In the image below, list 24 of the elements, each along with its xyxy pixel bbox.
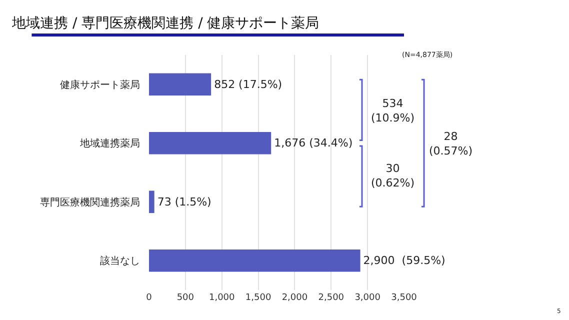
bar [149,249,360,272]
y-tick-label: 専門医療機関連携薬局 [40,196,140,208]
y-tick-label: 該当なし [100,255,140,268]
data-label: 852 (17.5%) [214,78,282,91]
bar [149,190,154,214]
annotation: 534 (10.9%) [371,97,415,124]
x-tick-label: 1,000 [208,293,236,303]
x-tick-label: 500 [176,293,194,303]
data-label: 2,900 (59.5%) [363,254,446,268]
chart-title: 地域連携 / 専門医療機関連携 / 健康サポート薬局 [11,15,320,32]
x-tick-label: 1,500 [245,293,272,303]
x-tick-label: 2,000 [282,293,308,303]
x-tick-label: 3,000 [354,293,381,303]
bar [149,132,272,154]
data-label: 73 (1.5%) [157,195,212,208]
y-tick-label: 地域連携薬局 [79,138,140,150]
data-label: 1,676 (34.4%) [274,136,353,150]
annotation: 30 (0.62%) [371,162,415,190]
x-tick-label: 0 [146,293,152,303]
bar [149,73,212,96]
y-tick-label: 健康サポート薬局 [60,78,140,91]
x-tick-label: 3,500 [391,293,418,303]
text: 28 (0.57%) [429,130,473,158]
x-tick-label: 2,500 [318,293,344,303]
